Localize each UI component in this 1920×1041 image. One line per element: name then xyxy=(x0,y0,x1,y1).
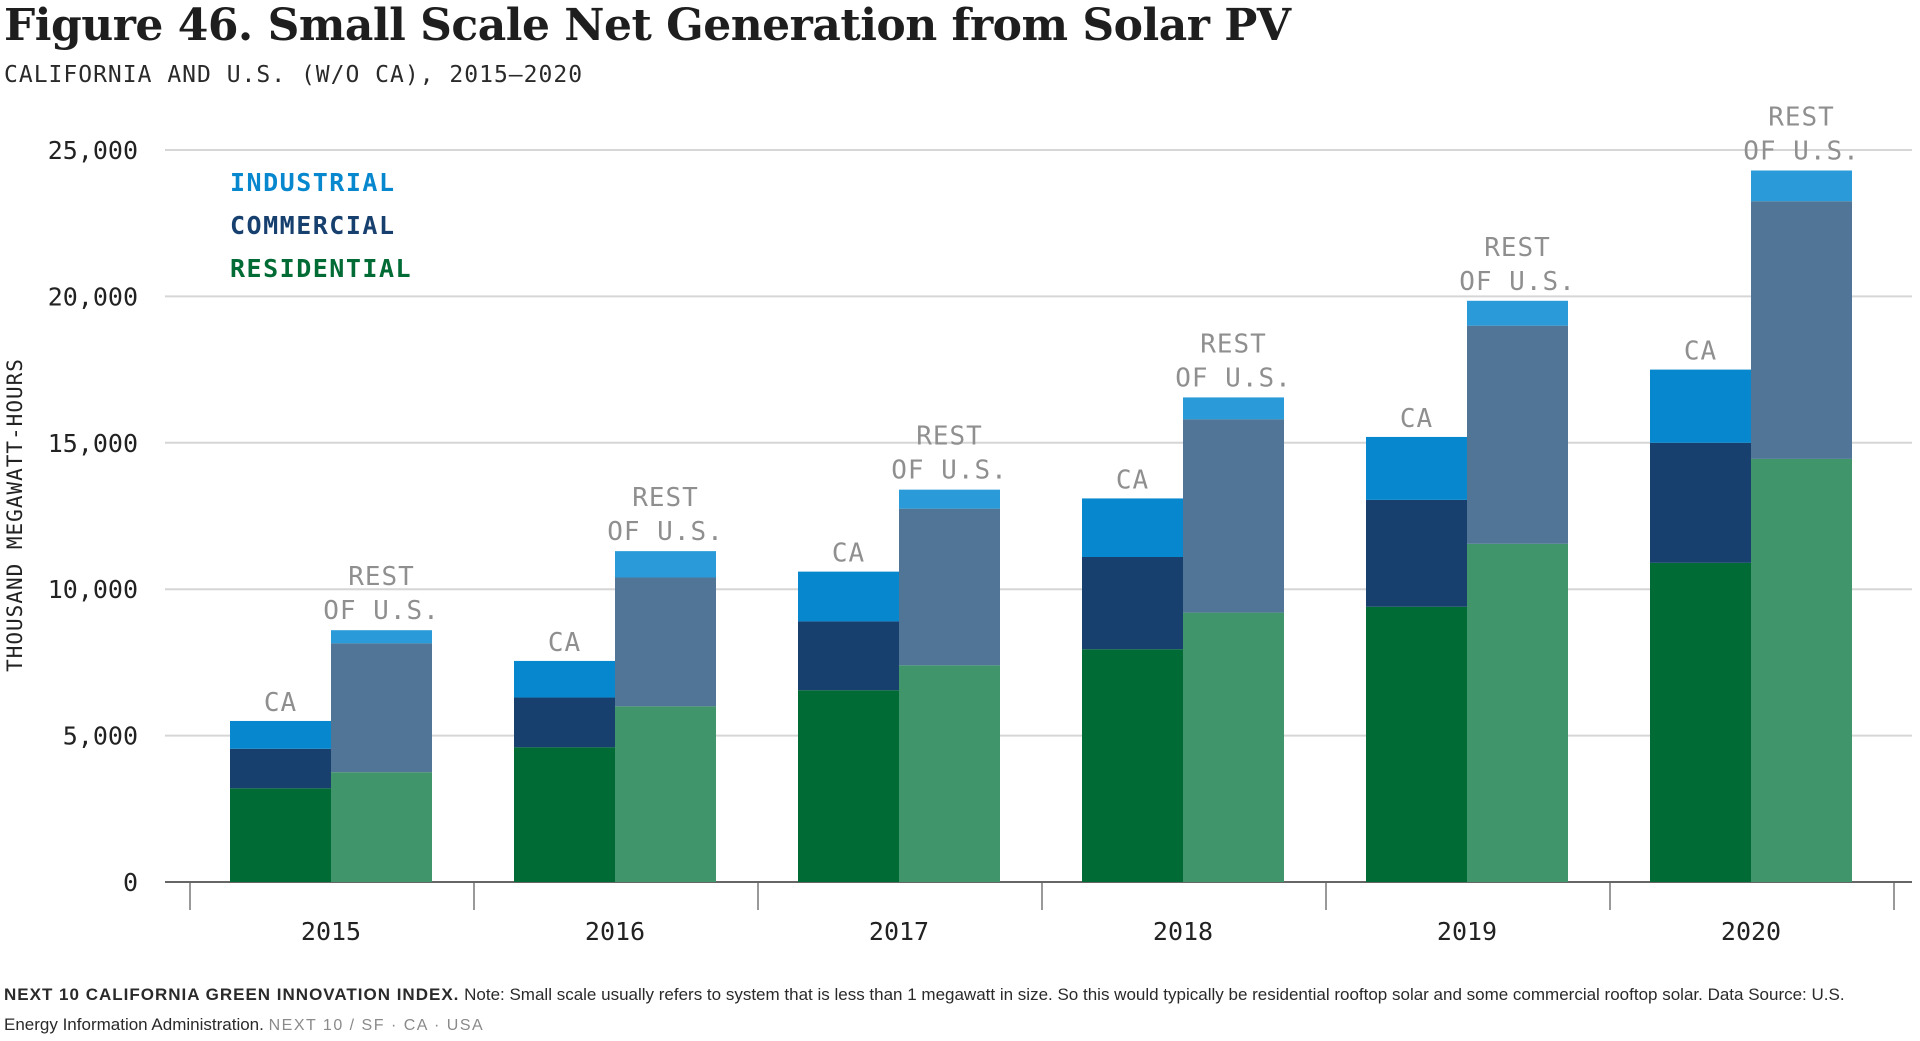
bar-rest-industrial xyxy=(1183,397,1284,420)
bar-rest-residential xyxy=(615,706,716,882)
chart-title: Figure 46. Small Scale Net Generation fr… xyxy=(4,0,1291,51)
bar-rest-industrial xyxy=(899,489,1000,509)
bar-group-label-rest-line2: OF U.S. xyxy=(323,596,440,626)
bar-rest-residential xyxy=(331,772,432,882)
legend-item-residential: RESIDENTIAL xyxy=(230,254,412,283)
y-tick-label: 10,000 xyxy=(48,575,138,604)
bar-ca-residential xyxy=(230,788,331,882)
bar-ca-industrial xyxy=(798,571,899,622)
bar-rest-residential xyxy=(1467,543,1568,882)
footer-note-text: Note: Small scale usually refers to syst… xyxy=(4,985,1845,1034)
bar-ca-residential xyxy=(1082,649,1183,882)
bar-group-label-ca: CA xyxy=(1116,465,1149,495)
bar-group-label-ca: CA xyxy=(1400,404,1433,434)
bar-rest-industrial xyxy=(615,551,716,578)
bar-rest-residential xyxy=(1751,458,1852,882)
bar-group-label-ca: CA xyxy=(832,539,865,569)
bar-group-label-rest-line2: OF U.S. xyxy=(1743,136,1860,166)
bar-group-label-ca: CA xyxy=(548,628,581,658)
bar-rest-commercial xyxy=(1467,325,1568,544)
bar-rest-industrial xyxy=(331,630,432,644)
bar-rest-industrial xyxy=(1467,300,1568,326)
y-tick-label: 25,000 xyxy=(48,136,138,165)
x-tick-label: 2017 xyxy=(869,917,929,946)
bar-ca-residential xyxy=(798,690,899,882)
bar-ca-commercial xyxy=(1650,442,1751,563)
stacked-bar-chart: 0 5,000 10,000 15,000 20,000 25,000 THOUSAND M… xyxy=(3,102,1912,946)
x-tick-label: 2019 xyxy=(1437,917,1497,946)
bar-group-label-ca: CA xyxy=(264,688,297,718)
bar-ca-industrial xyxy=(1082,498,1183,557)
bar-group-label-rest-line1: REST xyxy=(1768,102,1835,132)
bar-rest-residential xyxy=(899,665,1000,882)
footer-note: NEXT 10 CALIFORNIA GREEN INNOVATION INDE… xyxy=(4,980,1884,1041)
bar-ca-industrial xyxy=(1366,436,1467,500)
bar-group-label-rest-line2: OF U.S. xyxy=(1175,363,1292,393)
bar-group-label-rest-line2: OF U.S. xyxy=(1459,267,1576,297)
bar-group-label-ca: CA xyxy=(1684,337,1717,367)
bar-ca-commercial xyxy=(1366,499,1467,607)
bar-rest-commercial xyxy=(331,643,432,773)
bar-group-label-rest-line2: OF U.S. xyxy=(891,456,1008,486)
bar-ca-commercial xyxy=(798,621,899,691)
legend-item-industrial: INDUSTRIAL xyxy=(230,168,396,197)
footer-brand: NEXT 10 / SF · CA · USA xyxy=(268,1017,485,1034)
bar-rest-commercial xyxy=(899,508,1000,666)
legend-item-commercial: COMMERCIAL xyxy=(230,211,396,240)
bar-group-label-rest-line1: REST xyxy=(348,562,415,592)
bar-group-label-rest-line1: REST xyxy=(1484,233,1551,263)
bar-rest-residential xyxy=(1183,612,1284,882)
bar-group-label-rest-line1: REST xyxy=(632,483,699,513)
bar-rest-commercial xyxy=(1751,201,1852,459)
bar-ca-commercial xyxy=(1082,556,1183,650)
y-tick-label: 0 xyxy=(123,868,138,897)
bar-ca-residential xyxy=(1366,606,1467,882)
y-tick-label: 20,000 xyxy=(48,282,138,311)
bar-ca-residential xyxy=(1650,562,1751,882)
bar-group-label-rest-line2: OF U.S. xyxy=(607,517,724,547)
x-tick-label: 2018 xyxy=(1153,917,1213,946)
y-tick-label: 15,000 xyxy=(48,429,138,458)
y-tick-label: 5,000 xyxy=(63,722,138,751)
bar-ca-industrial xyxy=(230,720,331,749)
x-tick-label: 2020 xyxy=(1721,917,1781,946)
bar-rest-commercial xyxy=(615,577,716,707)
x-tick-label: 2016 xyxy=(585,917,645,946)
bar-ca-industrial xyxy=(1650,369,1751,443)
bar-group-label-rest-line1: REST xyxy=(916,422,983,452)
bar-ca-residential xyxy=(514,747,615,882)
bar-ca-commercial xyxy=(514,697,615,748)
bar-rest-commercial xyxy=(1183,419,1284,613)
bar-group-label-rest-line1: REST xyxy=(1200,329,1267,359)
chart-subtitle: CALIFORNIA AND U.S. (W/O CA), 2015–2020 xyxy=(4,62,584,88)
bar-rest-industrial xyxy=(1751,170,1852,202)
footer-source: NEXT 10 CALIFORNIA GREEN INNOVATION INDE… xyxy=(4,985,460,1004)
x-tick-label: 2015 xyxy=(301,917,361,946)
bar-ca-commercial xyxy=(230,748,331,789)
y-axis-title: THOUSAND MEGAWATT-HOURS xyxy=(3,358,27,672)
bar-ca-industrial xyxy=(514,660,615,698)
